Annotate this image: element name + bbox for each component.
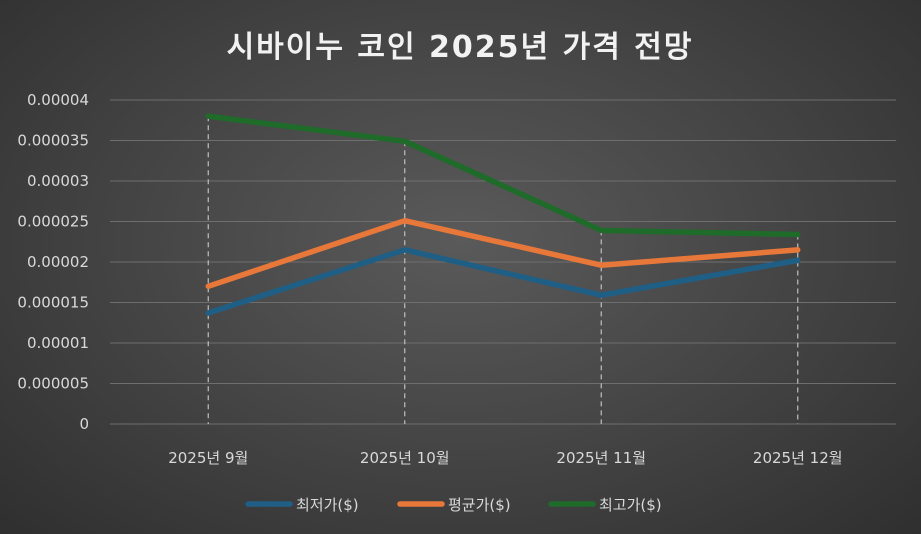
y-tick-label: 0.000035 xyxy=(17,132,89,150)
drop-lines xyxy=(207,116,799,424)
y-tick-label: 0 xyxy=(79,415,89,433)
series-line-2 xyxy=(205,217,801,290)
y-tick-label: 0.000005 xyxy=(17,375,89,393)
series-lines xyxy=(205,113,801,316)
x-tick-label: 2025년 9월 xyxy=(168,449,248,467)
y-tick-label: 0.00002 xyxy=(27,253,89,271)
chart-title: 시바이누 코인 2025년 가격 전망 xyxy=(227,30,694,65)
y-tick-label: 0.00001 xyxy=(27,334,89,352)
legend-label: 최저가($) xyxy=(296,496,359,514)
x-axis-ticks: 2025년 9월 2025년 10월 2025년 11월 2025년 12월 xyxy=(168,449,842,467)
x-tick-label: 2025년 12월 xyxy=(753,449,843,467)
y-tick-label: 0.000015 xyxy=(17,294,89,312)
series-line-3 xyxy=(205,113,801,238)
legend-label: 최고가($) xyxy=(599,496,662,514)
legend-item[interactable]: 최저가($) xyxy=(245,496,359,514)
y-axis-ticks: 0 0.000005 0.00001 0.000015 0.00002 0.000025 0… xyxy=(17,91,89,433)
series-line-1 xyxy=(205,247,801,316)
y-tick-label: 0.00004 xyxy=(27,91,89,109)
legend-item[interactable]: 최고가($) xyxy=(548,496,662,514)
legend: 최저가($) 평균가($) 최고가($) xyxy=(245,496,662,514)
y-tick-label: 0.000025 xyxy=(17,213,89,231)
legend-item[interactable]: 평균가($) xyxy=(397,496,511,514)
x-tick-label: 2025년 10월 xyxy=(360,449,450,467)
legend-label: 평균가($) xyxy=(448,496,511,514)
y-tick-label: 0.00003 xyxy=(27,172,89,190)
x-tick-label: 2025년 11월 xyxy=(556,449,646,467)
